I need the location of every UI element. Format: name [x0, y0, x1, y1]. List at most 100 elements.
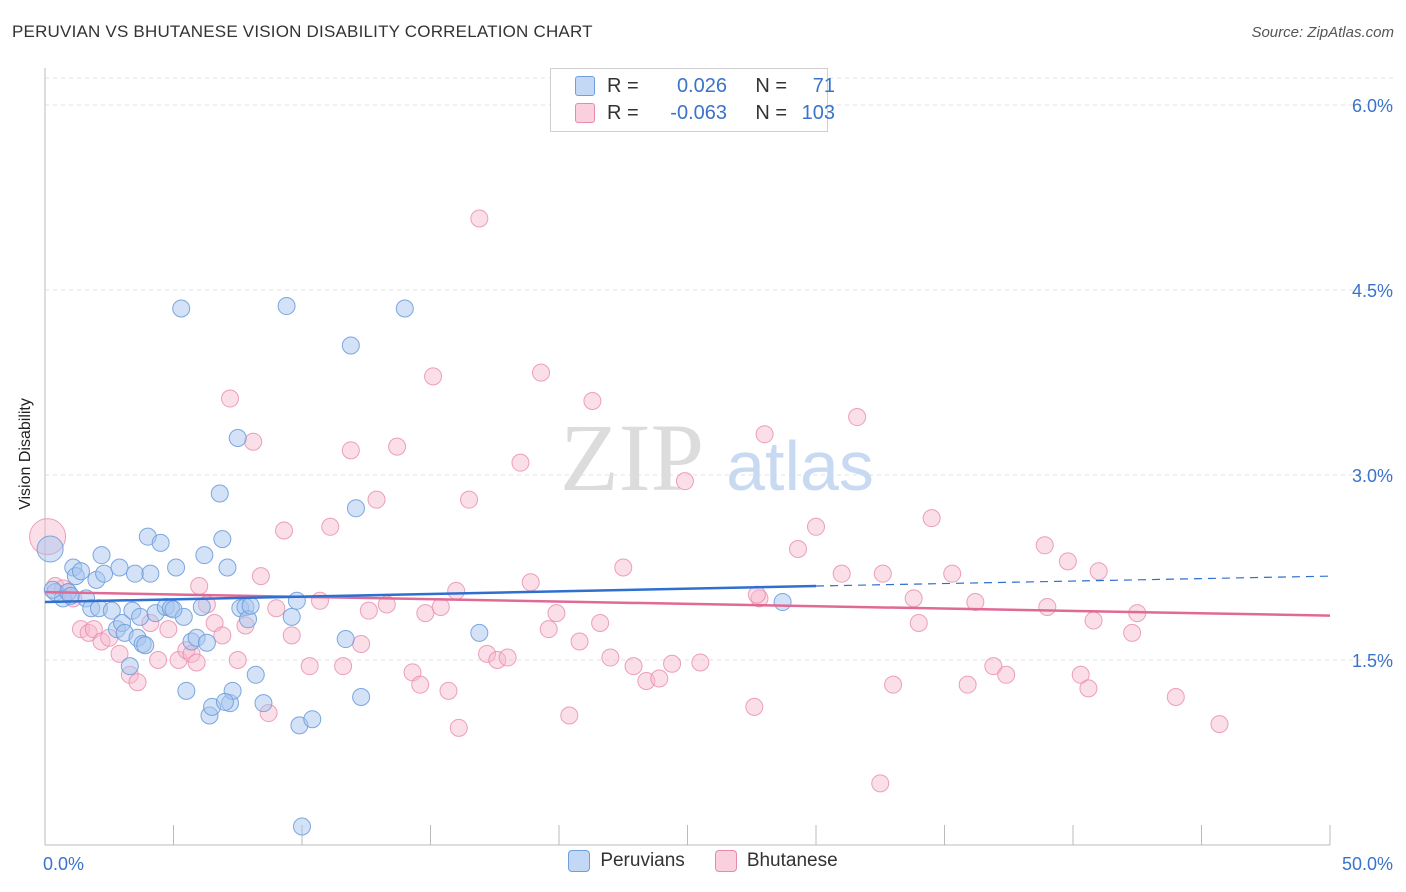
bhutanese-point: [334, 657, 353, 676]
bhutanese-point: [1058, 552, 1077, 571]
bhutanese-point: [984, 657, 1003, 676]
bhutanese-point: [922, 509, 941, 528]
legend-r-value: 0.026: [676, 74, 727, 97]
bhutanese-point: [478, 644, 497, 663]
peruvian-point: [172, 299, 191, 318]
peruvian-point: [95, 564, 114, 583]
y-tick-label: 6.0%: [1352, 96, 1393, 116]
bhutanese-point: [884, 675, 903, 694]
bhutanese-point: [282, 626, 301, 645]
peruvian-point: [141, 564, 160, 583]
peruvian-point: [218, 558, 237, 577]
bhutanese-point: [416, 604, 435, 623]
peruvian-point: [110, 558, 129, 577]
peruvian-point: [470, 623, 489, 642]
y-tick-label: 4.5%: [1352, 281, 1393, 301]
bhutanese-point: [321, 517, 340, 536]
peruvian-point: [282, 607, 301, 626]
legend-row-bhutanese: R = -0.063 N = 103: [575, 100, 835, 126]
peruvian-point: [254, 694, 273, 713]
bhutanese-point: [424, 367, 443, 386]
chart-title: PERUVIAN VS BHUTANESE VISION DISABILITY …: [12, 22, 593, 41]
bhutanese-point: [352, 634, 371, 653]
bhutanese-point: [367, 490, 386, 509]
bhutanese-trend-line: [44, 590, 1331, 617]
bhutanese-point: [747, 585, 766, 604]
peruvian-point: [120, 657, 139, 676]
bhutanese-point: [560, 706, 579, 725]
x-tick-label: 0.0%: [43, 854, 84, 874]
bhutanese-point: [873, 564, 892, 583]
bhutanese-point: [871, 774, 890, 793]
bhutanese-point: [300, 657, 319, 676]
peruvian-point: [303, 710, 322, 729]
bhutanese-point: [966, 593, 985, 612]
peruvian-point: [215, 692, 234, 711]
peruvian-point: [164, 600, 183, 619]
legend-swatch-bhutanese: [714, 850, 737, 872]
bhutanese-point: [460, 490, 479, 509]
legend-r-label: R =: [607, 74, 639, 97]
bhutanese-point: [675, 472, 694, 491]
bhutanese-point: [1079, 679, 1098, 698]
bhutanese-point: [110, 644, 129, 663]
bhutanese-point: [470, 209, 489, 228]
bhutanese-point: [511, 453, 530, 472]
zipatlas-watermark: ZIP atlas: [560, 404, 874, 511]
peruvian-point: [131, 607, 150, 626]
bhutanese-point: [1089, 562, 1108, 581]
peruvian-point: [192, 597, 211, 616]
peruvian-trend-line: [44, 584, 817, 604]
peruvian-point: [213, 530, 232, 549]
legend-r-label: R =: [607, 101, 639, 124]
bhutanese-point: [388, 437, 407, 456]
bhutanese-point: [275, 521, 294, 540]
source-label: Source: ZipAtlas.com: [1251, 24, 1394, 41]
legend-label-peruvians: Peruvians: [600, 850, 685, 871]
bhutanese-point: [447, 581, 466, 600]
bhutanese-point: [1123, 623, 1142, 642]
peruvian-point: [277, 297, 296, 316]
bhutanese-point: [848, 408, 867, 427]
bhutanese-point: [807, 517, 825, 536]
bhutanese-point: [691, 653, 710, 672]
peruvian-point: [341, 336, 360, 355]
watermark-zip: ZIP: [560, 404, 704, 511]
peruvian-point: [36, 535, 64, 563]
bhutanese-point: [755, 425, 774, 444]
legend-label-bhutanese: Bhutanese: [746, 850, 838, 871]
peruvian-points: [36, 297, 792, 836]
bhutanese-point: [310, 591, 329, 610]
legend-item-peruvians: Peruvians: [568, 850, 685, 872]
legend-swatch-bhutanese: [575, 103, 595, 123]
peruvian-point: [71, 562, 90, 581]
peruvian-point: [336, 630, 355, 649]
bhutanese-point: [359, 601, 378, 620]
bhutanese-point: [591, 614, 610, 632]
peruvian-point: [210, 484, 229, 503]
peruvian-point: [151, 533, 170, 552]
peruvian-trend-extension: [815, 575, 1331, 587]
peruvian-point: [125, 564, 144, 583]
bhutanese-point: [449, 718, 468, 737]
bhutanese-point: [149, 651, 168, 669]
bhutanese-point: [650, 669, 669, 688]
bhutanese-point: [187, 653, 206, 672]
y-tick-label: 1.5%: [1352, 651, 1393, 671]
bhutanese-point: [251, 567, 270, 586]
bhutanese-point: [159, 620, 178, 639]
peruvian-point: [228, 429, 247, 447]
bhutanese-point: [1071, 665, 1090, 684]
bhutanese-point: [1038, 597, 1057, 616]
bhutanese-point: [267, 599, 286, 618]
bhutanese-point: [909, 614, 928, 632]
series-legend: Peruvians Bhutanese: [0, 850, 1406, 872]
peruvian-point: [177, 681, 196, 700]
legend-n-label: N =: [755, 101, 787, 124]
legend-r-value: -0.063: [670, 101, 727, 124]
bhutanese-point: [583, 392, 602, 410]
peruvian-point: [773, 593, 792, 612]
peruvian-point: [102, 601, 121, 620]
bhutanese-point: [79, 623, 98, 642]
